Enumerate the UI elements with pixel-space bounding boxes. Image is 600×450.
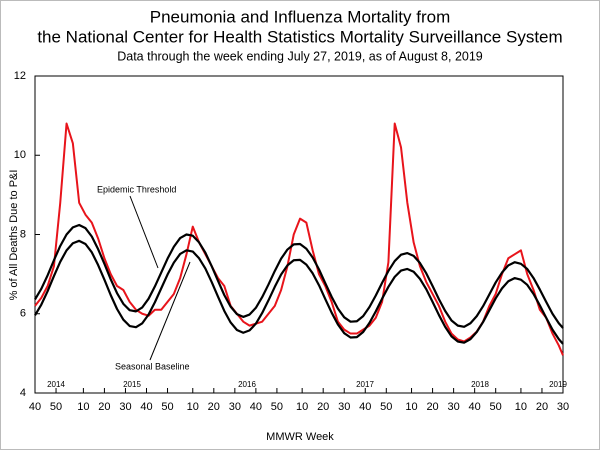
annotation-arrow — [129, 195, 159, 269]
plot-area: 4 6 8 10 12 40 50 10 20 30 40 50 10 20 30 40 50 10 20 30 40 5… — [14, 70, 569, 413]
y-tick-label: 8 — [20, 228, 26, 240]
x-tick-label: 20 — [317, 401, 329, 413]
x-tick-label: 10 — [515, 401, 527, 413]
x-tick-label: 50 — [161, 401, 173, 413]
x-tick-label: 30 — [557, 401, 569, 413]
x-tick-label: 20 — [536, 401, 548, 413]
annotation-arrow — [149, 261, 191, 361]
chart-title: Pneumonia and Influenza Mortality from — [150, 7, 451, 26]
x-tick-label: 30 — [447, 401, 459, 413]
x-tick-label: 40 — [29, 401, 41, 413]
year-label: 2015 — [123, 380, 141, 389]
y-tick-label: 10 — [14, 149, 26, 161]
x-tick-label: 10 — [187, 401, 199, 413]
chart-note: Data through the week ending July 27, 20… — [117, 49, 483, 63]
x-tick-label: 40 — [469, 401, 481, 413]
x-tick-label: 20 — [98, 401, 110, 413]
x-tick-label: 40 — [359, 401, 371, 413]
year-label: 2018 — [471, 380, 489, 389]
x-tick-label: 10 — [296, 401, 308, 413]
x-tick-label: 30 — [229, 401, 241, 413]
x-tick-label: 50 — [380, 401, 392, 413]
x-tick-label: 30 — [119, 401, 131, 413]
y-tick-label: 12 — [14, 70, 26, 82]
year-label: 2019 — [549, 380, 567, 389]
x-tick-label: 50 — [50, 401, 62, 413]
series-line — [34, 223, 564, 329]
annotation: Seasonal Baseline — [115, 361, 190, 371]
year-label: 2016 — [238, 380, 256, 389]
series-line — [34, 239, 564, 345]
year-label: 2014 — [47, 380, 65, 389]
y-axis-label: % of All Deaths Due to P&I — [8, 170, 20, 301]
x-tick-label: 40 — [140, 401, 152, 413]
x-tick-label: 30 — [338, 401, 350, 413]
chart-subtitle: the National Center for Health Statistic… — [37, 27, 562, 46]
year-label: 2017 — [356, 380, 374, 389]
x-tick-label: 50 — [490, 401, 502, 413]
y-tick-label: 4 — [20, 387, 26, 399]
x-axis-label: MMWR Week — [266, 431, 334, 443]
x-tick-label: 20 — [426, 401, 438, 413]
x-tick-label: 20 — [208, 401, 220, 413]
x-tick-label: 10 — [405, 401, 417, 413]
y-tick-label: 6 — [20, 308, 26, 320]
x-tick-label: 10 — [77, 401, 89, 413]
annotation: Epidemic Threshold — [97, 184, 176, 194]
x-tick-label: 50 — [271, 401, 283, 413]
x-tick-label: 40 — [250, 401, 262, 413]
